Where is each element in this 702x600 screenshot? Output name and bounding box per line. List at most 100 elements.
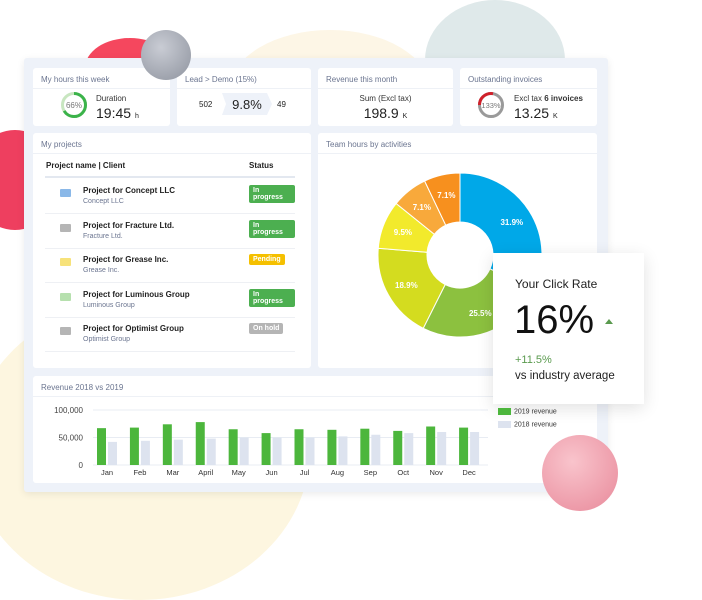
x-tick-label: Jul (300, 468, 310, 477)
slice-label: 9.5% (394, 228, 412, 237)
donut-slice[interactable] (423, 172, 461, 226)
bar-2018[interactable] (404, 433, 414, 465)
x-tick-label: Oct (397, 468, 410, 477)
bar-2018[interactable] (470, 432, 480, 465)
briefcase-icon (60, 327, 71, 335)
legend-swatch (498, 408, 511, 415)
project-row[interactable]: Project for Optimist Group Optimist Grou… (45, 318, 295, 352)
duration-value-wrap: 19:45 h (96, 105, 139, 121)
kpi-invoices-card: Outstanding invoices 133% Excl tax 6 inv… (460, 68, 597, 126)
header-divider (45, 176, 295, 178)
project-row[interactable]: Project for Grease Inc. Grease Inc. Pend… (45, 249, 295, 283)
invoices-label: Excl tax 6 invoices (514, 94, 583, 103)
bar-2018[interactable] (305, 437, 315, 466)
status-badge: In progress (249, 185, 295, 203)
bar-2019[interactable] (360, 428, 370, 465)
click-rate-value: 16% (514, 298, 595, 342)
y-tick-label: 100,000 (54, 406, 83, 415)
bar-2019[interactable] (195, 422, 205, 465)
invoices-count: 6 invoices (544, 94, 583, 103)
team-hours-donut-chart: 31.9% 25.5% 18.9% 9.5% 7.1% 7.1% (377, 172, 543, 338)
bar-2018[interactable] (437, 432, 447, 465)
bar-2019[interactable] (426, 426, 436, 466)
revenue-bar-chart: 0 50,000 100,000 Jan Feb Mar April May Jun Jul Aug… (54, 406, 488, 477)
duration-label: Duration (96, 94, 127, 103)
revenue-value-wrap: 198.9 K (318, 105, 453, 121)
x-tick-label: May (232, 468, 246, 477)
briefcase-icon (60, 258, 71, 266)
card-title: Revenue this month (318, 68, 453, 89)
status-badge: Pending (249, 254, 285, 265)
conversion-arrow (222, 93, 272, 115)
card-title: Lead > Demo (15%) (177, 68, 311, 89)
bar-2018[interactable] (239, 437, 249, 466)
invoices-percent: 133% (481, 101, 501, 110)
col-status: Status (249, 161, 274, 170)
project-client: Luminous Group (83, 301, 135, 309)
revenue-value: 198.9 (363, 105, 399, 121)
hours-percent: 66% (65, 101, 82, 110)
bar-legend: 2019 revenue 2018 revenue (498, 408, 557, 428)
project-client: Concept LLC (83, 198, 124, 205)
click-rate-title: Your Click Rate (515, 277, 598, 291)
bar-2019[interactable] (327, 429, 337, 465)
slice-label: 7.1% (437, 191, 455, 200)
project-name[interactable]: Project for Fracture Ltd. (83, 220, 175, 230)
y-tick-label: 50,000 (59, 434, 84, 443)
status-badge: In progress (249, 288, 295, 307)
click-rate-card: Your Click Rate 16% +11.5% vs industry a… (493, 253, 644, 404)
bar-2019[interactable] (228, 429, 238, 465)
card-title: Team hours by activities (318, 133, 597, 154)
bar-2019[interactable] (261, 433, 271, 465)
project-row[interactable]: Project for Concept LLC Concept LLC In p… (45, 180, 295, 214)
project-name[interactable]: Project for Optimist Group (83, 324, 184, 333)
bar-2018[interactable] (206, 438, 216, 465)
project-client: Fracture Ltd. (83, 232, 123, 240)
revenue-label: Sum (Excl tax) (359, 94, 412, 103)
x-tick-label: Nov (429, 468, 443, 477)
lead-conversion-value: 9.8% (232, 97, 262, 112)
invoices-value-wrap: 13.25 K (514, 105, 558, 121)
bar-2018[interactable] (371, 434, 381, 465)
bar-2018[interactable] (140, 440, 150, 465)
bar-2019[interactable] (294, 429, 304, 465)
col-project-name: Project name | Client (46, 161, 126, 170)
legend-label: 2019 revenue (514, 408, 557, 416)
bar-2018[interactable] (173, 439, 183, 465)
demo-count: 49 (277, 100, 286, 109)
briefcase-icon (60, 189, 71, 197)
y-tick-label: 0 (79, 461, 84, 470)
project-row[interactable]: Project for Fracture Ltd. Fracture Ltd. … (45, 215, 295, 249)
bar-2019[interactable] (393, 430, 403, 465)
project-name[interactable]: Project for Concept LLC (83, 186, 176, 195)
x-tick-label: Aug (331, 468, 344, 477)
kpi-lead-card: Lead > Demo (15%) 502 9.8% 49 (177, 68, 311, 126)
x-tick-label: Feb (133, 468, 146, 477)
bar-2019[interactable] (97, 428, 106, 465)
bar-2018[interactable] (108, 441, 117, 465)
projects-card: My projects Project name | Client Status… (33, 133, 311, 368)
bar-2019[interactable] (459, 427, 469, 465)
lead-count: 502 (199, 100, 213, 109)
slice-label: 18.9% (395, 281, 418, 290)
project-name[interactable]: Project for Grease Inc. (83, 255, 169, 264)
bar-2019[interactable] (162, 424, 172, 465)
project-name[interactable]: Project for Luminous Group (83, 289, 190, 299)
trend-up-icon (605, 319, 613, 324)
briefcase-icon (60, 223, 71, 232)
invoices-value: 13.25 (514, 105, 550, 121)
legend-2019: 2019 revenue (498, 408, 557, 421)
x-tick-label: April (198, 468, 213, 477)
card-title: My projects (33, 133, 311, 154)
click-rate-caption: vs industry average (515, 370, 615, 382)
project-row[interactable]: Project for Luminous Group Luminous Grou… (45, 284, 295, 318)
bar-2018[interactable] (272, 437, 282, 466)
bar-2018[interactable] (338, 436, 348, 465)
bar-2019[interactable] (129, 427, 139, 465)
status-badge: In progress (249, 219, 295, 238)
x-tick-label: Dec (462, 468, 476, 477)
hours-progress-ring (61, 92, 87, 118)
invoices-unit: K (552, 113, 558, 120)
kpi-hours-card: My hours this week 66% Duration 19:45 h (33, 68, 170, 126)
revenue-unit: K (402, 113, 408, 120)
